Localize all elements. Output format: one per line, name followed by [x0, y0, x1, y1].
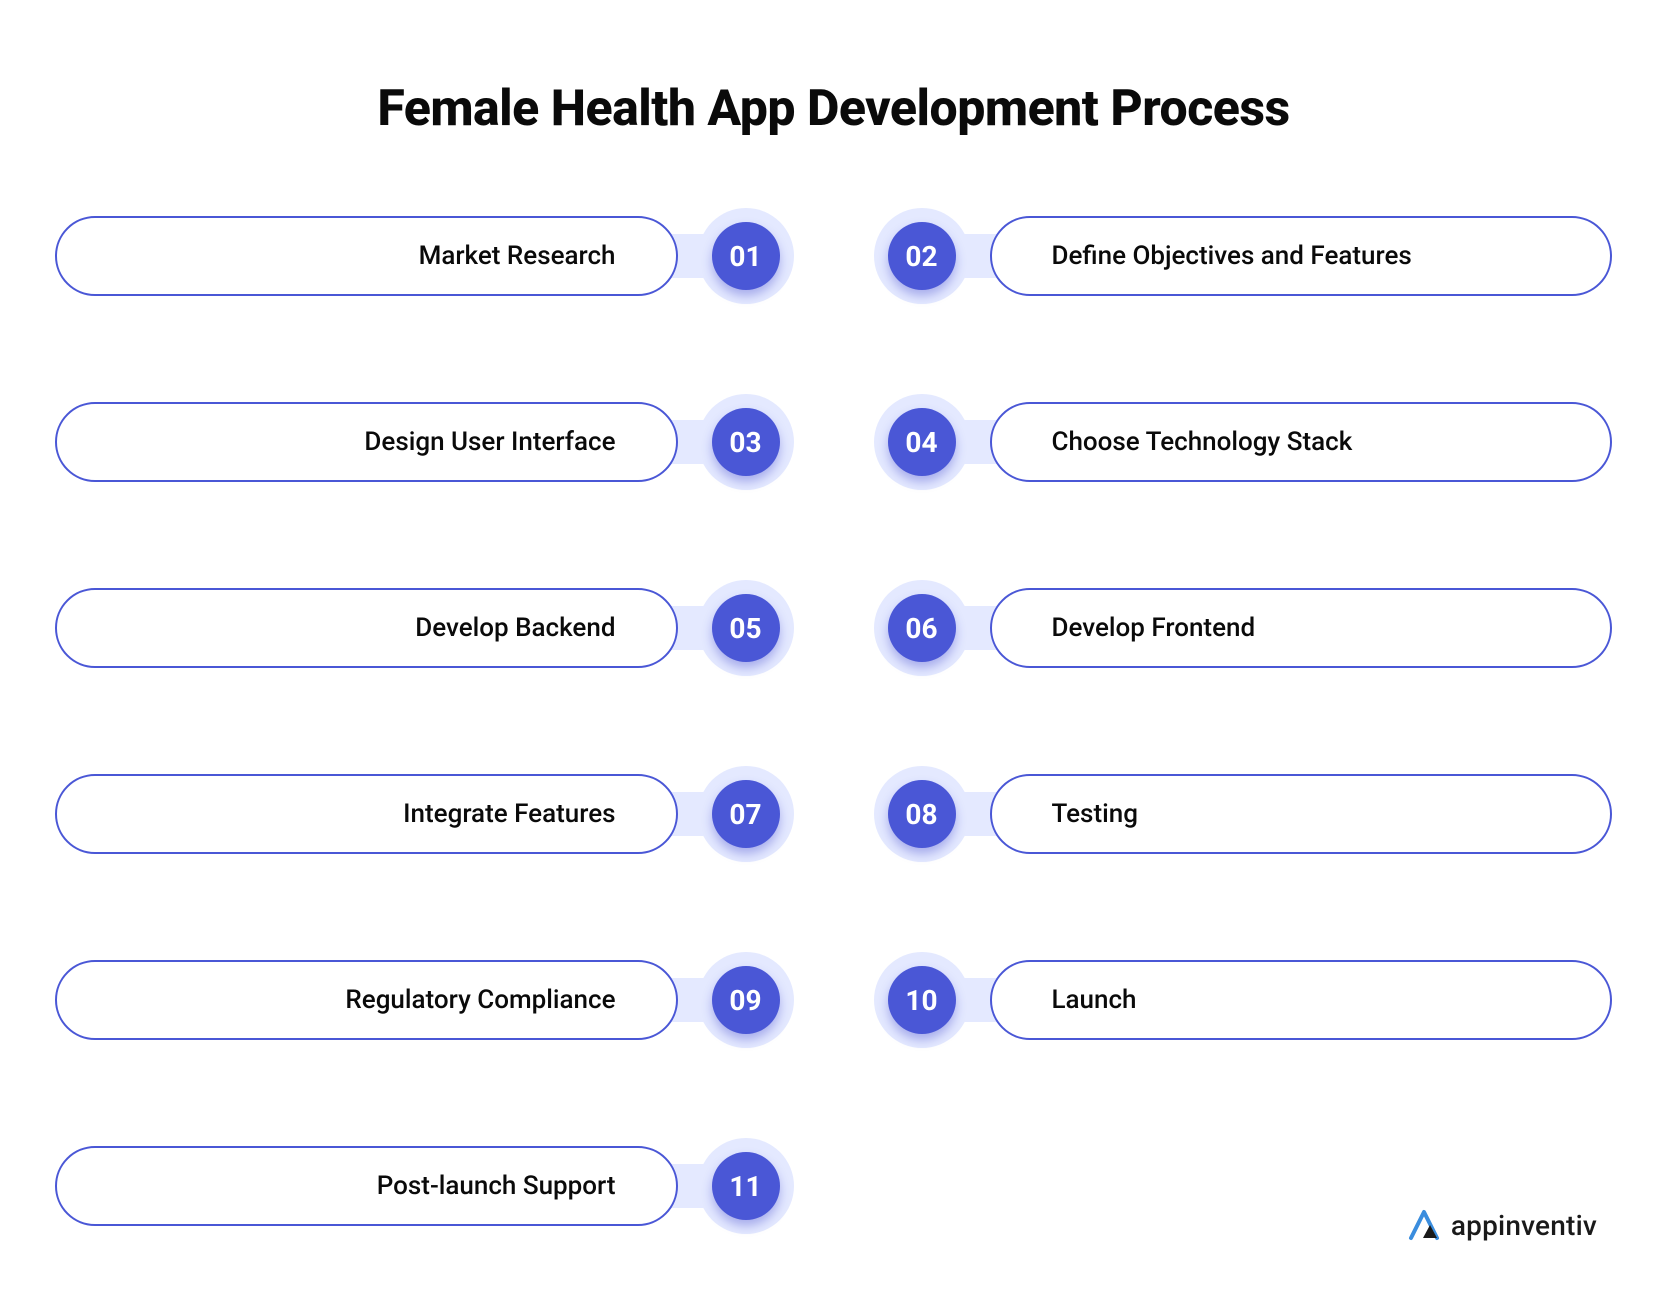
- step-label: Regulatory Compliance: [345, 985, 615, 1015]
- step-pill: Post-launch Support: [55, 1146, 678, 1226]
- step-pill: Develop Frontend: [990, 588, 1613, 668]
- step-number: 05: [712, 594, 780, 662]
- brand-logo-icon: [1407, 1208, 1441, 1242]
- step-label: Integrate Features: [403, 799, 615, 829]
- steps-row: Post-launch Support 11: [55, 1138, 1612, 1234]
- step-number: 03: [712, 408, 780, 476]
- process-step: Develop Backend 05: [55, 580, 794, 676]
- step-number-badge: 09: [698, 952, 794, 1048]
- step-pill: Testing: [990, 774, 1613, 854]
- process-step: Integrate Features 07: [55, 766, 794, 862]
- step-number: 08: [888, 780, 956, 848]
- step-pill: Market Research: [55, 216, 678, 296]
- step-number: 01: [712, 222, 780, 290]
- step-pill: Design User Interface: [55, 402, 678, 482]
- step-label: Develop Frontend: [1052, 613, 1256, 643]
- process-step: 02 Define Objectives and Features: [874, 208, 1613, 304]
- diagram-canvas: Female Health App Development Process Ma…: [0, 0, 1667, 1292]
- step-label: Market Research: [419, 241, 616, 271]
- step-number: 02: [888, 222, 956, 290]
- step-label: Launch: [1052, 985, 1137, 1015]
- step-label: Define Objectives and Features: [1052, 241, 1412, 271]
- step-number-badge: 06: [874, 580, 970, 676]
- step-pill: Choose Technology Stack: [990, 402, 1613, 482]
- steps-row: Market Research 01 02 Define Objectives and…: [55, 208, 1612, 304]
- step-number: 04: [888, 408, 956, 476]
- step-number-badge: 11: [698, 1138, 794, 1234]
- step-label: Design User Interface: [364, 427, 615, 457]
- page-title: Female Health App Development Process: [0, 80, 1667, 138]
- step-number: 11: [712, 1152, 780, 1220]
- steps-row: Integrate Features 07 08 Testing: [55, 766, 1612, 862]
- process-step: Post-launch Support 11: [55, 1138, 794, 1234]
- step-number: 07: [712, 780, 780, 848]
- step-number: 06: [888, 594, 956, 662]
- step-number-badge: 07: [698, 766, 794, 862]
- process-step: 04 Choose Technology Stack: [874, 394, 1613, 490]
- step-pill: Develop Backend: [55, 588, 678, 668]
- step-pill: Launch: [990, 960, 1613, 1040]
- step-number: 09: [712, 966, 780, 1034]
- step-number-badge: 05: [698, 580, 794, 676]
- step-number-badge: 01: [698, 208, 794, 304]
- step-number-badge: 08: [874, 766, 970, 862]
- process-step: 08 Testing: [874, 766, 1613, 862]
- process-step: 06 Develop Frontend: [874, 580, 1613, 676]
- process-step: Market Research 01: [55, 208, 794, 304]
- steps-row: Design User Interface 03 04 Choose Technolo…: [55, 394, 1612, 490]
- step-number-badge: 10: [874, 952, 970, 1048]
- brand-logo: appinventiv: [1407, 1208, 1597, 1242]
- step-label: Choose Technology Stack: [1052, 427, 1353, 457]
- step-number: 10: [888, 966, 956, 1034]
- step-pill: Regulatory Compliance: [55, 960, 678, 1040]
- steps-row: Regulatory Compliance 09 10 Launch: [55, 952, 1612, 1048]
- step-pill: Define Objectives and Features: [990, 216, 1613, 296]
- process-step: Regulatory Compliance 09: [55, 952, 794, 1048]
- step-label: Post-launch Support: [377, 1171, 616, 1201]
- process-step: 10 Launch: [874, 952, 1613, 1048]
- step-number-badge: 03: [698, 394, 794, 490]
- process-step: Design User Interface 03: [55, 394, 794, 490]
- step-label: Testing: [1052, 799, 1138, 829]
- step-pill: Integrate Features: [55, 774, 678, 854]
- step-number-badge: 04: [874, 394, 970, 490]
- step-number-badge: 02: [874, 208, 970, 304]
- steps-grid: Market Research 01 02 Define Objectives and…: [0, 208, 1667, 1234]
- step-label: Develop Backend: [415, 613, 615, 643]
- brand-logo-text: appinventiv: [1451, 1209, 1597, 1242]
- steps-row: Develop Backend 05 06 Develop Frontend: [55, 580, 1612, 676]
